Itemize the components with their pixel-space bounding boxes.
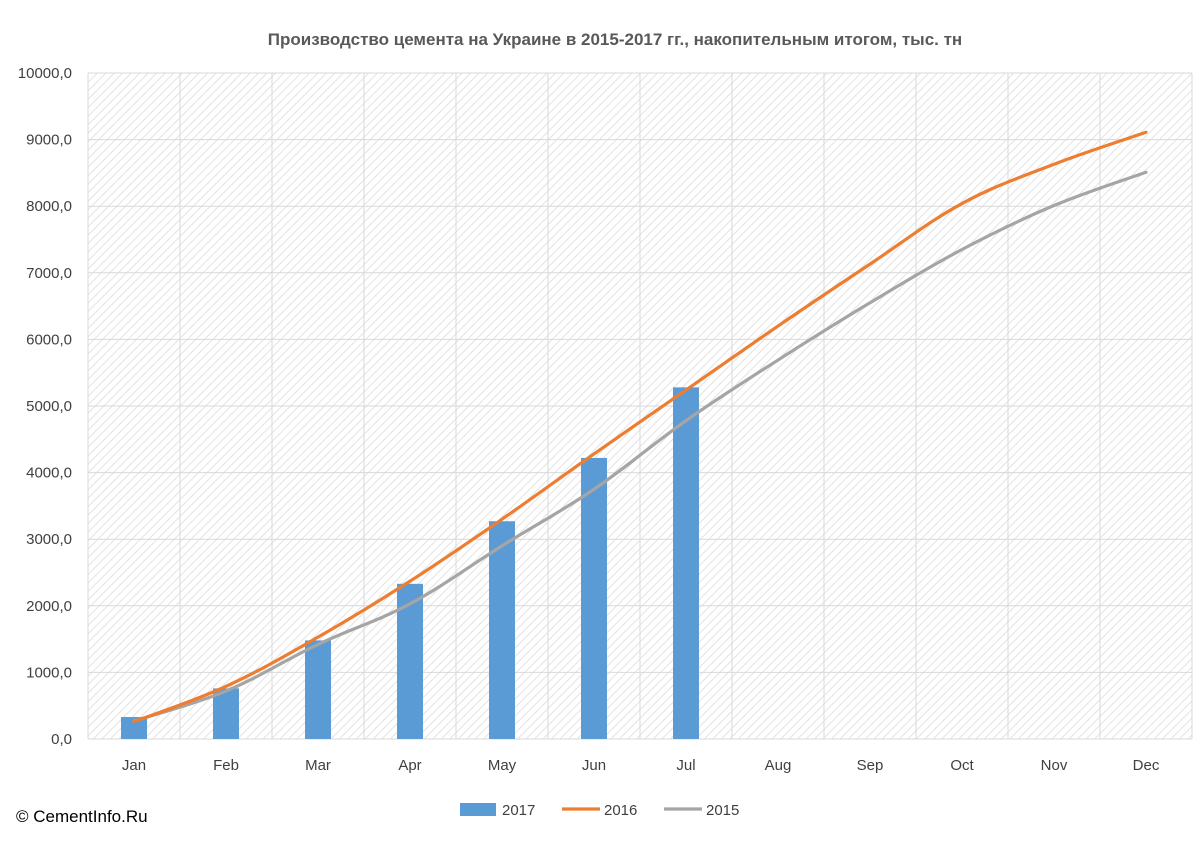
y-tick-label: 5000,0 [26,398,72,415]
x-tick-label: Mar [305,757,331,774]
bar-2017-mar [305,640,331,739]
line-series-2015 [132,170,1148,723]
legend-label-2017: 2017 [502,802,535,819]
bar-2017-jan [121,717,147,739]
legend-label-2015: 2015 [706,802,739,819]
y-tick-label: 0,0 [51,731,72,748]
line-series-2016 [132,130,1148,724]
x-tick-label: Aug [765,757,792,774]
x-tick-label: Jun [582,757,606,774]
x-tick-label: Apr [398,757,421,774]
bar-2017-jun [581,457,607,739]
x-tick-label: Oct [950,757,974,774]
y-tick-label: 6000,0 [26,331,72,348]
y-tick-label: 10000,0 [18,65,72,82]
bar-2017-jul [673,387,699,739]
x-tick-label: May [488,757,517,774]
line-series [132,130,1148,724]
y-tick-label: 8000,0 [26,198,72,215]
legend: 2017 2016 2015 [460,802,739,819]
x-axis-ticks: Jan Feb Mar Apr May Jun Jul Aug Sep Oct Nov Dec [122,757,1160,774]
x-tick-label: Feb [213,757,239,774]
copyright-text: © CementInfo.Ru [16,807,148,826]
x-tick-label: Sep [857,757,884,774]
x-tick-label: Dec [1133,757,1160,774]
x-tick-label: Nov [1041,757,1068,774]
bar-2017-feb [213,688,239,739]
y-tick-label: 7000,0 [26,265,72,282]
legend-label-2016: 2016 [604,802,637,819]
y-tick-label: 2000,0 [26,598,72,615]
chart-title: Производство цемента на Украине в 2015-2… [268,30,962,49]
x-tick-label: Jul [676,757,695,774]
y-tick-label: 4000,0 [26,465,72,482]
x-tick-label: Jan [122,757,146,774]
y-tick-label: 3000,0 [26,531,72,548]
bar-2017-may [489,521,515,739]
legend-swatch-2017 [460,803,496,816]
series-2017-bars [121,387,699,739]
y-tick-label: 1000,0 [26,664,72,681]
y-axis-ticks: 0,0 1000,0 2000,0 3000,0 4000,0 5000,0 6000,0 7… [18,65,72,748]
y-tick-label: 9000,0 [26,132,72,149]
grid [87,72,1193,740]
